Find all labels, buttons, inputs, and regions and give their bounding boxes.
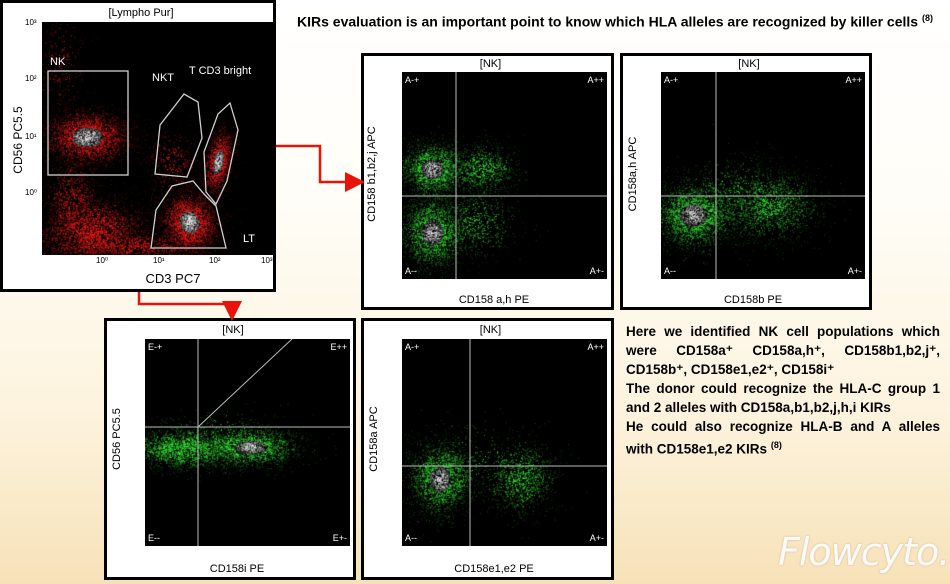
tick-x-3: 10³ xyxy=(261,256,273,265)
q-i-ll: E-- xyxy=(148,533,160,543)
summary-ref: (8) xyxy=(770,440,782,450)
plot-cd158b-xlabel: CD158b PE xyxy=(723,294,783,306)
plot-cd158b1-xlabel: CD158 a,h PE xyxy=(458,294,530,306)
plot-cd158b-panel: [NK] A-+ A++ A-- A+- CD158a,h APC CD158b… xyxy=(620,53,872,310)
tick-y-0: 10⁰ xyxy=(25,188,38,197)
gate-label-nk: NK xyxy=(50,56,66,68)
plot-cd158i-title: [NK] xyxy=(222,324,244,336)
header-ref: (8) xyxy=(921,13,933,23)
tick-x-2: 10² xyxy=(209,256,221,265)
arrow-to-b1 xyxy=(276,144,365,192)
summary-p3-wrap: He could also recognize HLA-B and A alle… xyxy=(626,417,940,459)
lympho-gates xyxy=(47,70,239,249)
plot-cd158i-area: E-+ E++ E-- E+- xyxy=(145,339,350,546)
q-b-ul: A-+ xyxy=(664,75,679,85)
q-b-ur: A++ xyxy=(845,75,862,85)
tick-y-1: 10¹ xyxy=(25,132,37,141)
plot-cd158i-ylabel: CD56 PC5.5 xyxy=(111,408,123,470)
summary-p2: The donor could recognize the HLA-C grou… xyxy=(626,381,940,415)
watermark: Flowcyto.cn xyxy=(778,530,950,574)
tick-x-1: 10¹ xyxy=(153,256,165,265)
plot-cd158b1-title: [NK] xyxy=(479,58,502,70)
q-i-ur: E++ xyxy=(330,342,347,352)
plot-cd158b1-area: A-+ A++ A-- A+- xyxy=(402,72,607,279)
q-b-lr: A+- xyxy=(847,266,862,276)
summary-p3: He could also recognize HLA-B and A alle… xyxy=(626,419,940,457)
plot-cd158e-title: [NK] xyxy=(479,324,502,336)
lympho-xlabel: CD3 PC7 xyxy=(145,271,201,286)
q-b1-ur: A++ xyxy=(587,75,604,85)
plot-cd158i-panel: [NK] E-+ E++ E-- E+- CD56 PC5.5 CD158i P… xyxy=(104,318,356,580)
tick-y-3: 10³ xyxy=(25,18,37,27)
lympho-plot: NK NKT T CD3 bright LT xyxy=(42,22,273,255)
header-text: KIRs evaluation is an important point to… xyxy=(297,9,947,32)
header-main-text: KIRs evaluation is an important point to… xyxy=(297,13,919,30)
lympho-title: [Lympho Pur] xyxy=(108,7,174,19)
summary-p1: Here we identified NK cell populations w… xyxy=(626,324,940,377)
plot-cd158b1-ylabel: CD158 b1,b2,j APC xyxy=(366,126,378,222)
q-b-ll: A-- xyxy=(664,266,676,276)
tick-x-0: 10⁰ xyxy=(96,256,109,265)
gate-label-lt: LT xyxy=(243,233,256,245)
gate-label-t-cd3-bright: T CD3 bright xyxy=(189,65,252,77)
plot-cd158b1-panel: [NK] A-+ A++ A-- A+- CD158 b1,b2,j APC C… xyxy=(361,53,614,310)
plot-cd158e-area: A-+ A++ A-- A+- xyxy=(402,339,607,546)
q-e-ll: A-- xyxy=(405,533,417,543)
plot-cd158e-ylabel: CD158a APC xyxy=(368,406,380,472)
arrow-to-i xyxy=(137,292,242,321)
q-b1-ul: A-+ xyxy=(405,75,420,85)
q-i-ul: E-+ xyxy=(148,342,163,352)
plot-cd158e-panel: [NK] A-+ A++ A-- A+- CD158a APC CD158e1,… xyxy=(361,318,614,580)
tick-y-2: 10² xyxy=(25,74,37,83)
q-b1-lr: A+- xyxy=(589,266,604,276)
q-e-lr: A+- xyxy=(589,533,604,543)
lympho-ylabel: CD56 PC5.5 xyxy=(11,106,25,174)
q-b1-ll: A-- xyxy=(405,266,417,276)
lympho-panel: [Lympho Pur] NK NKT T CD3 bright LT 10³ … xyxy=(0,0,276,292)
plot-cd158b-area: A-+ A++ A-- A+- xyxy=(661,72,865,279)
gate-label-nkt: NKT xyxy=(152,72,174,84)
q-e-ur: A++ xyxy=(587,342,604,352)
q-e-ul: A-+ xyxy=(405,342,420,352)
plot-cd158e-xlabel: CD158e1,e2 PE xyxy=(454,563,534,575)
summary-text: Here we identified NK cell populations w… xyxy=(626,322,940,459)
plot-cd158i-xlabel: CD158i PE xyxy=(209,563,265,575)
plot-cd158b-title: [NK] xyxy=(738,58,760,70)
q-i-lr: E+- xyxy=(332,533,347,543)
plot-cd158b-ylabel: CD158a,h APC xyxy=(627,136,639,212)
